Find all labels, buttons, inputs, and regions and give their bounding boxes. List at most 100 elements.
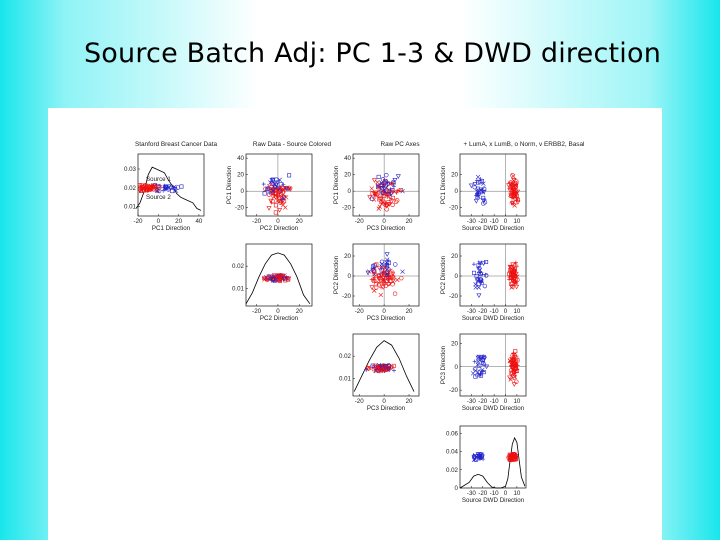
x-tick-label-sc-2-4-0: -30: [467, 308, 477, 315]
point-sc-2-4-65: [507, 277, 512, 282]
panel-title-1-2: Raw Data - Source Colored: [253, 141, 332, 148]
point-sc-2-4-42: [484, 259, 489, 264]
point-sc-1-4-39: [472, 182, 478, 187]
point-sc-3-4-69: [480, 358, 486, 363]
panel-title-1-4: + LumA, x LumB, o Norm, v ERBB2, Basal: [464, 141, 585, 148]
x-tick-label-sc-3-4-4: 10: [513, 398, 520, 405]
point-sc-1-3-87: [376, 174, 381, 179]
point-sc-3-4-86: [514, 379, 519, 384]
x-axis-label-diag-4: Source DWD Direction: [462, 497, 525, 504]
y-tick-label-sc-2-3-1: 0: [348, 273, 352, 280]
plots-layer: -20 0 20 40 0.01 0.02 0.03 PC1 Direction Source …: [124, 153, 527, 504]
point-sc-2-4-30: [483, 272, 488, 277]
point-sc-2-3-40: [372, 279, 377, 284]
point-diag-2-78: [281, 277, 287, 282]
point-sc-2-3-35: [369, 277, 374, 282]
point-sc-2-3-79: [369, 285, 375, 290]
point-sc-1-3-12: [370, 196, 375, 201]
point-sc-1-3-75: [391, 184, 396, 189]
y-axis-label-sc-1-3: PC1 Direction: [333, 165, 340, 204]
point-diag-3-79: [382, 364, 387, 369]
point-sc-2-3-92: [386, 275, 391, 280]
point-sc-3-4-77: [512, 366, 517, 371]
x-axis-label-sc-1-4: Source DWD Direction: [462, 225, 525, 232]
point-diag-3-77: [366, 366, 371, 371]
point-diag-1-30: [158, 183, 163, 188]
y-tick-label-sc-1-4-2: 20: [451, 172, 458, 179]
point-sc-1-3-78: [375, 183, 381, 188]
point-diag-1-39: [170, 189, 175, 194]
point-sc-1-4-93: [481, 181, 486, 186]
x-axis-label-sc-3-4: Source DWD Direction: [462, 405, 525, 412]
x-tick-label-diag-4-3: 0: [504, 490, 508, 497]
point-sc-2-3-93: [379, 261, 385, 267]
point-sc-1-2-54: [276, 186, 282, 192]
point-sc-1-3-88: [380, 199, 386, 205]
point-sc-1-3-93: [382, 189, 388, 194]
point-sc-1-3-69: [385, 182, 391, 188]
point-sc-1-4-80: [509, 201, 514, 206]
point-sc-2-3-21: [393, 262, 398, 267]
x-tick-label-diag-4-1: -20: [478, 490, 488, 497]
point-sc-1-2-86: [276, 187, 282, 192]
x-tick-label-sc-1-4-0: -30: [467, 218, 477, 225]
point-sc-1-4-49: [507, 187, 513, 193]
x-tick-label-sc-2-3-2: 20: [406, 308, 413, 315]
density-curve-diag-1: [135, 166, 202, 211]
point-sc-2-3-59: [378, 273, 384, 278]
point-sc-2-3-68: [390, 279, 396, 284]
point-sc-1-3-1: [381, 199, 386, 204]
point-sc-2-3-47: [374, 262, 379, 267]
x-axis-label-diag-2: PC2 Direction: [260, 315, 299, 322]
density-curve-diag-4: [459, 436, 526, 489]
point-sc-2-4-87: [476, 281, 481, 286]
point-diag-1-76: [148, 183, 154, 189]
point-sc-1-3-41: [390, 202, 395, 208]
point-sc-1-4-61: [514, 181, 519, 186]
y-tick-label-sc-3-4-2: 20: [451, 340, 458, 347]
point-sc-3-4-90: [478, 371, 483, 376]
y-tick-label-diag-4-0: 0: [455, 485, 459, 492]
axes-frame-sc-2-3: [352, 243, 420, 307]
point-sc-1-3-81: [384, 172, 389, 178]
legend-source-1: Source 1: [146, 176, 171, 183]
point-diag-2-74: [266, 274, 271, 279]
point-sc-1-4-66: [481, 201, 486, 206]
point-diag-2-79: [265, 276, 270, 281]
y-tick-label-sc-2-4-0: -20: [449, 293, 459, 300]
point-sc-1-3-64: [378, 197, 384, 202]
point-diag-1-67: [141, 183, 146, 188]
axes-frame-diag-4: [459, 425, 527, 489]
point-diag-3-61: [374, 368, 379, 374]
point-sc-2-3-13: [366, 269, 372, 274]
point-sc-1-2-83: [281, 191, 286, 197]
point-sc-1-4-54: [481, 198, 487, 204]
point-sc-1-3-82: [390, 195, 395, 200]
point-sc-2-4-86: [512, 273, 517, 278]
point-sc-2-3-71: [383, 283, 388, 289]
point-sc-2-4-55: [514, 280, 519, 285]
point-sc-1-2-49: [266, 206, 272, 211]
point-sc-2-3-66: [371, 268, 376, 273]
y-tick-label-diag-2-0: 0.01: [232, 285, 245, 292]
y-tick-label-diag-1-1: 0.02: [124, 185, 137, 192]
x-tick-label-sc-1-2-2: 20: [296, 218, 303, 225]
point-diag-1-75: [162, 183, 167, 188]
x-tick-label-diag-3-0: -20: [355, 398, 365, 405]
point-sc-1-2-27: [262, 191, 267, 196]
point-sc-1-4-18: [475, 174, 481, 180]
point-sc-1-2-66: [274, 177, 279, 182]
point-sc-2-3-77: [386, 276, 391, 281]
x-tick-label-sc-2-4-4: 10: [513, 308, 520, 315]
x-tick-label-sc-1-4-2: -10: [490, 218, 500, 225]
point-sc-2-3-91: [392, 291, 398, 296]
point-sc-1-4-78: [480, 190, 486, 195]
point-sc-2-3-64: [376, 266, 382, 271]
point-diag-3-76: [375, 365, 381, 370]
y-tick-label-sc-3-4-0: -20: [449, 387, 459, 394]
point-diag-1-48: [167, 186, 173, 191]
point-diag-4-76: [510, 451, 516, 457]
point-sc-1-3-63: [379, 180, 384, 186]
point-diag-1-28: [142, 183, 148, 188]
point-sc-2-3-37: [371, 269, 376, 274]
